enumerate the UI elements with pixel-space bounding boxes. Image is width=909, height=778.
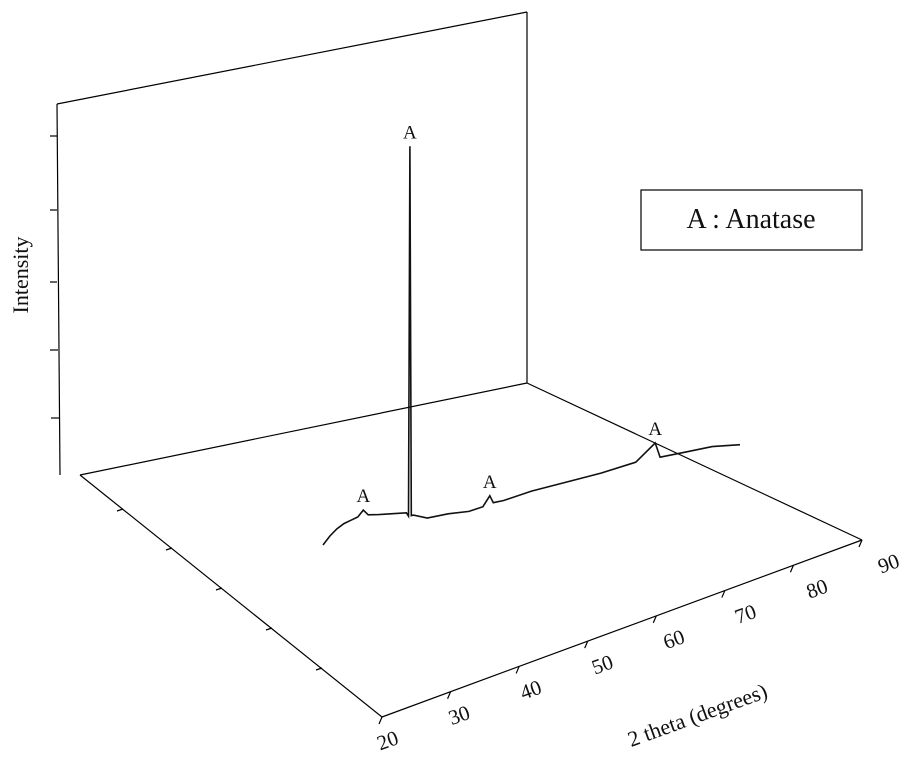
peak-label: A (648, 419, 662, 440)
x-tick-label: 40 (517, 675, 545, 705)
x-tick-label: 50 (588, 650, 616, 680)
floor-tick (216, 588, 222, 590)
x-tick-label: 70 (731, 599, 759, 629)
chart: Intensity 2 theta (degrees) A : Anatase … (0, 0, 909, 778)
left-floor-edge (80, 475, 382, 717)
floor-tick (166, 548, 172, 550)
x-tick-label: 60 (660, 624, 688, 654)
x-tick-label: 90 (875, 549, 903, 579)
y-axis-label: Intensity (8, 237, 33, 314)
floor-tick (266, 628, 272, 630)
x-tick (379, 717, 382, 724)
floor-tick (117, 509, 123, 511)
peak-label: A (483, 472, 497, 493)
back-floor-edge (80, 383, 527, 475)
front-floor-edge (382, 540, 862, 717)
floor-tick (316, 668, 322, 670)
back-wall-top (57, 12, 527, 104)
x-axis-label: 2 theta (degrees) (624, 678, 770, 752)
x-tick-label: 30 (445, 700, 473, 730)
x-tick-label: 20 (374, 726, 402, 756)
right-floor-edge (527, 383, 862, 540)
peak-label: A (356, 486, 370, 507)
x-tick-label: 80 (803, 574, 831, 604)
legend-text: A : Anatase (686, 204, 815, 235)
peak-label: A (403, 122, 417, 143)
back-wall-left (57, 104, 60, 475)
